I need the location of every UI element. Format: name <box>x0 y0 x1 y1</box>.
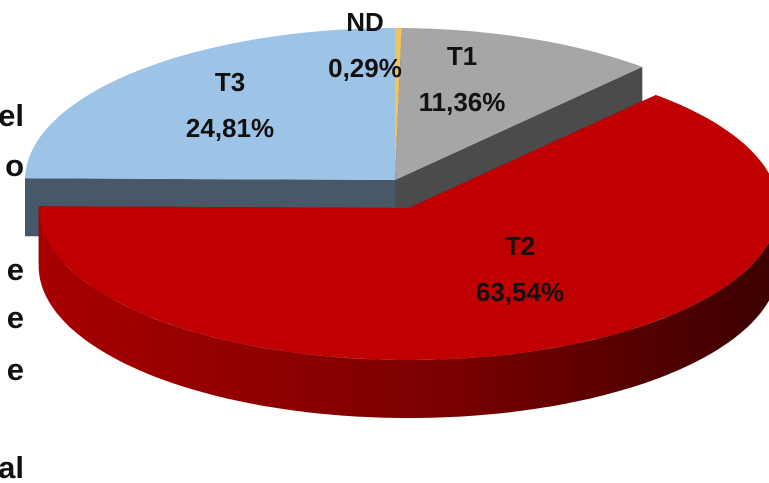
slice <box>395 28 643 180</box>
edge-text: o <box>5 148 24 183</box>
edge-text: e <box>7 300 24 335</box>
edge-text: al <box>0 450 24 483</box>
slice-side <box>38 208 769 418</box>
edge-text: e <box>7 352 24 387</box>
edge-text: e <box>7 252 24 287</box>
slice-name: ND <box>346 7 384 37</box>
slice-label: 0,29% <box>328 53 402 83</box>
slice-label: 11,36% <box>419 87 506 117</box>
slice <box>25 28 395 180</box>
slice-name: T1 <box>447 41 477 71</box>
slice <box>38 95 769 360</box>
slice-name: T2 <box>505 231 535 261</box>
slice-label: 24,81% <box>186 113 274 143</box>
edge-text: el <box>0 98 24 133</box>
slice-label: 63,54% <box>476 277 564 307</box>
slice-name: T3 <box>215 67 245 97</box>
